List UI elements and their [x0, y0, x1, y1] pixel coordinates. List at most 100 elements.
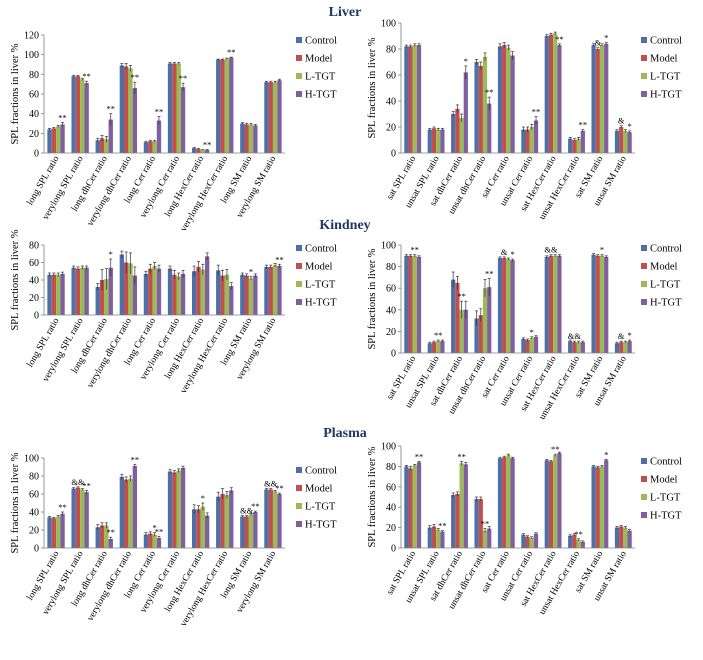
panel4-bar	[416, 256, 422, 353]
panel3-bar	[196, 266, 201, 315]
panel2-legend-label: L-TGT	[650, 72, 681, 83]
panel3-significance-label: *	[109, 249, 113, 259]
panel2-bar	[487, 103, 492, 153]
panel2-legend-label: Control	[650, 36, 682, 47]
panel5-legend-label: Model	[305, 484, 332, 495]
panel2-bar	[557, 45, 562, 153]
panel6-bar	[591, 466, 596, 548]
panel1-bar	[119, 65, 125, 153]
panel6-bar	[557, 453, 562, 548]
panel5-bar	[132, 466, 138, 548]
panel3-legend-swatch	[296, 245, 302, 251]
panel6-bar	[502, 457, 507, 548]
panel4-bar	[412, 255, 417, 353]
panel1-y-tick-label: 100	[24, 50, 39, 61]
panel1-bar	[51, 128, 57, 153]
panel3-bar	[128, 263, 133, 315]
panel6-bar	[614, 527, 620, 548]
panel5-bar	[124, 479, 129, 548]
panel4-bar	[529, 337, 534, 353]
panel4-bar	[478, 315, 483, 353]
panel3-y-axis-title: SPL fractions in liver %	[10, 229, 21, 330]
panel3-bar	[84, 267, 89, 315]
panel5-bar	[156, 538, 162, 548]
panel6-bar	[548, 461, 554, 548]
panel1-bar	[229, 57, 234, 153]
panel1-bar	[156, 120, 162, 153]
panel1-y-tick-label: 0	[34, 149, 39, 160]
panel6-bar	[521, 534, 526, 548]
panel6-bar	[568, 535, 573, 548]
panel2-bar	[627, 132, 632, 153]
panel2-bar	[525, 129, 530, 153]
panel6-legend-label: Control	[650, 457, 682, 468]
panel5-bar	[148, 533, 153, 548]
panel6-significance-label: **	[415, 451, 424, 461]
panel4-bar	[451, 279, 456, 353]
panel2-bar	[431, 128, 437, 153]
panel2-bar	[548, 34, 554, 154]
panel6-bar	[553, 455, 558, 548]
panel5-significance-label: **	[58, 502, 67, 512]
panel3-bar	[99, 280, 105, 315]
panel6-significance-label: **	[574, 529, 583, 539]
panel4-bar	[487, 287, 492, 353]
panel3-bar	[124, 262, 129, 315]
panel5-significance-label: &&	[264, 479, 278, 489]
panel6-legend-swatch	[641, 494, 647, 500]
panel4-legend-label: H-TGT	[650, 298, 682, 309]
panel3-bar	[277, 266, 282, 315]
panel3-bar	[248, 278, 254, 315]
panel2-significance-label: *	[627, 121, 631, 131]
panel4-significance-label: **	[485, 268, 494, 278]
panel3-y-tick-label: 40	[29, 276, 39, 287]
panel3-bar	[104, 279, 109, 315]
panel3-legend-label: Model	[305, 262, 332, 273]
panel2-bar	[568, 138, 573, 153]
panel2-bar	[619, 127, 624, 153]
panel4-bar	[521, 338, 526, 353]
panel2-bar	[474, 62, 479, 153]
panel5-category-label: verylong dhCer ratio	[86, 549, 134, 623]
panel1-bar	[248, 124, 254, 153]
panel1-bar	[148, 141, 153, 153]
panel6-significance-label: *	[604, 449, 608, 459]
panel6-bar	[572, 534, 577, 548]
panel1-bar	[104, 139, 109, 153]
panel2-bar	[533, 120, 539, 153]
panel1-bar	[60, 124, 65, 153]
panel2-significance-label: **	[555, 34, 564, 44]
panel4-bar	[623, 342, 628, 353]
panel4-y-axis-title: SPL fractions in liver %	[367, 248, 378, 349]
panel3-bar	[180, 273, 186, 315]
panel5-legend-swatch	[296, 521, 302, 527]
panel1-bar	[277, 80, 282, 153]
panel6-bar	[404, 466, 409, 548]
panel1-bar	[176, 63, 181, 154]
panel1-y-tick-label: 40	[29, 109, 39, 120]
panel6-bar	[510, 458, 515, 548]
panel1-bar	[244, 124, 249, 153]
panel1-legend-label: Control	[305, 36, 337, 47]
panel1-y-axis-title: SPL fractions in liver %	[10, 43, 21, 144]
panel4-significance-label: *	[530, 327, 534, 337]
panel1-bar	[124, 66, 129, 153]
panel6-bar	[431, 526, 437, 548]
panel5-bar	[128, 478, 133, 548]
panel5-bar	[84, 492, 89, 548]
panel5-bar	[248, 514, 254, 548]
panel6-significance-label: **	[457, 451, 466, 461]
panel5-bar	[71, 488, 76, 548]
panel3-bar	[51, 274, 57, 315]
panel5-bar	[220, 494, 225, 548]
panel5-bar	[47, 517, 52, 548]
panel6-bar	[408, 468, 413, 548]
panel1-y-tick-label: 60	[29, 90, 39, 101]
panel2-bar	[408, 46, 413, 153]
panel6-bar	[478, 499, 483, 548]
panel5-y-tick-label: 100	[24, 454, 39, 465]
panel2-y-tick-label: 0	[391, 149, 396, 160]
panel3-bar	[253, 275, 258, 315]
panel5-bar	[152, 534, 157, 548]
